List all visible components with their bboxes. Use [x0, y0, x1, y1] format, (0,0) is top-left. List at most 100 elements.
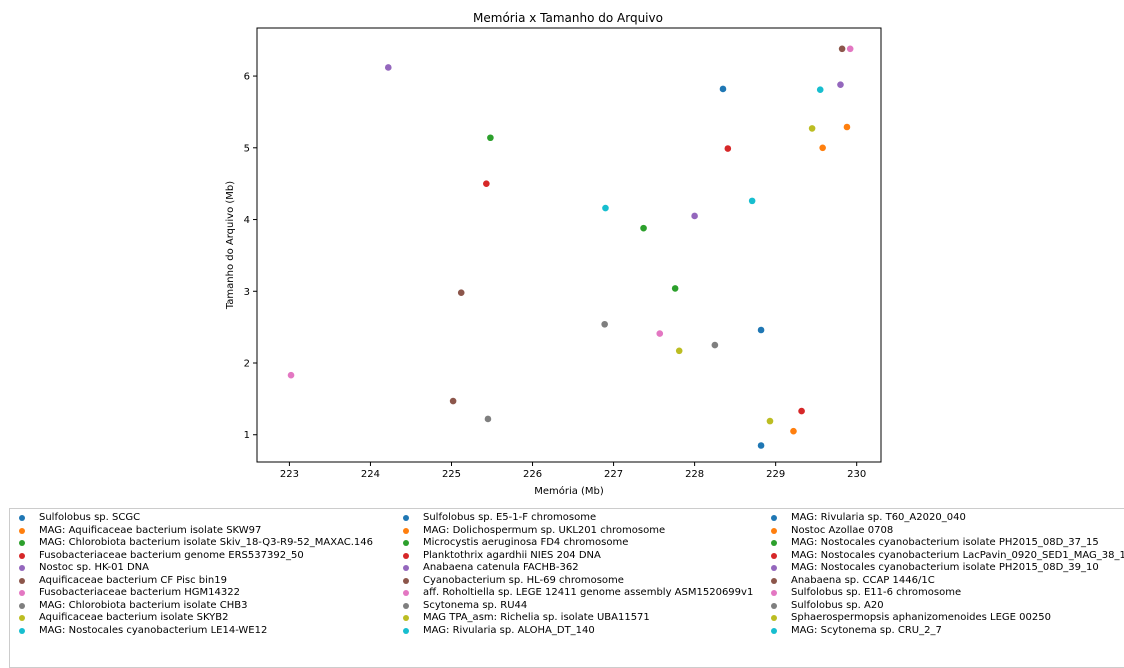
- scatter-point: [719, 85, 727, 93]
- legend-marker: [19, 602, 25, 609]
- legend-label: MAG: Chlorobiota bacterium isolate Skiv_…: [39, 537, 373, 548]
- scatter-point: [816, 86, 824, 93]
- legend-marker: [19, 565, 25, 571]
- scatter-point: [819, 144, 826, 152]
- legend-label: Aquificaceae bacterium isolate SKYB2: [39, 612, 229, 623]
- y-tick-label: 2: [244, 359, 250, 370]
- legend-marker: [771, 615, 777, 621]
- scatter-point: [449, 397, 457, 405]
- legend-label: Fusobacteriaceae bacterium HGM14322: [39, 587, 240, 598]
- scatter-point: [691, 212, 698, 220]
- legend-marker: [19, 590, 25, 596]
- scatter-point: [724, 145, 732, 152]
- y-axis-label: Tamanho do Arquivo (Mb): [225, 181, 236, 310]
- legend-marker: [19, 627, 25, 634]
- legend-marker: [403, 590, 409, 596]
- scatter-point: [846, 45, 854, 53]
- legend-label: Nostoc sp. HK-01 DNA: [39, 562, 149, 573]
- y-tick-label: 4: [244, 215, 250, 226]
- scatter-point: [656, 330, 664, 337]
- legend-marker: [771, 602, 777, 609]
- x-tick-label: 227: [604, 469, 623, 480]
- scatter-point: [602, 204, 609, 212]
- legend-label: Microcystis aeruginosa FD4 chromosome: [423, 537, 629, 548]
- scatter-point: [711, 341, 719, 349]
- legend-label: Sulfolobus sp. SCGC: [39, 512, 141, 523]
- scatter-chart: Memória x Tamanho do Arquivo 223 224 225 22…: [225, 11, 882, 497]
- legend-marker: [771, 515, 777, 521]
- legend-label: MAG: Chlorobiota bacterium isolate CHB3: [39, 599, 248, 611]
- x-axis-label: Memória (Mb): [534, 485, 604, 497]
- legend-marker: [771, 527, 777, 534]
- legend-marker: [403, 565, 409, 571]
- legend-label: Cyanobacterium sp. HL-69 chromosome: [423, 574, 624, 586]
- scatter-point: [798, 407, 805, 415]
- legend-label: Nostoc Azollae 0708: [791, 524, 894, 536]
- data-points: [287, 45, 854, 449]
- legend-label: Planktothrix agardhii NIES 204 DNA: [423, 549, 601, 561]
- y-tick-label: 5: [244, 143, 250, 154]
- legend-marker: [403, 627, 409, 634]
- scatter-point: [843, 123, 851, 131]
- legend-label: Fusobacteriaceae bacterium genome ERS537…: [39, 549, 304, 561]
- scatter-point: [487, 134, 494, 142]
- scatter-point: [790, 427, 797, 435]
- y-axis-ticks: 1 2 3 4 5 6: [244, 72, 257, 441]
- scatter-point: [748, 197, 756, 205]
- y-tick-label: 3: [244, 287, 250, 298]
- legend-marker: [403, 527, 409, 534]
- legend-label: MAG: Nostocales cyanobacterium LacPavin_…: [791, 549, 1124, 561]
- scatter-point: [757, 442, 765, 449]
- legend-label: MAG: Nostocales cyanobacterium isolate P…: [791, 562, 1099, 573]
- legend-label: Aquificaceae bacterium CF Pisc bin19: [39, 574, 227, 586]
- legend-label: Sulfolobus sp. A20: [791, 599, 884, 611]
- legend-label: Scytonema sp. RU44: [423, 599, 528, 611]
- legend-label: Anabaena sp. CCAP 1446/1C: [791, 574, 935, 586]
- legend-marker: [771, 552, 777, 559]
- scatter-point: [757, 326, 765, 334]
- legend-marker: [19, 540, 25, 546]
- scatter-point: [671, 285, 679, 292]
- legend-label: MAG: Aquificaceae bacterium isolate SKW9…: [39, 524, 262, 536]
- scatter-point: [484, 415, 492, 423]
- scatter-point: [838, 45, 846, 53]
- legend-label: MAG: Dolichospermum sp. UKL201 chromosom…: [423, 524, 666, 536]
- scatter-point: [675, 347, 683, 355]
- legend-label: Sphaerospermopsis aphanizomenoides LEGE …: [791, 612, 1051, 623]
- legend-marker: [19, 552, 25, 559]
- legend-marker: [403, 615, 409, 621]
- y-tick-label: 6: [244, 72, 250, 83]
- legend-label: Anabaena catenula FACHB-362: [423, 562, 579, 573]
- x-tick-label: 230: [847, 469, 866, 480]
- x-tick-label: 225: [442, 469, 461, 480]
- legend-label: MAG: Scytonema sp. CRU_2_7: [791, 624, 942, 636]
- legend-label: Sulfolobus sp. E5-1-F chromosome: [423, 512, 597, 523]
- legend-marker: [403, 552, 409, 559]
- chart-title: Memória x Tamanho do Arquivo: [473, 11, 663, 25]
- scatter-point: [808, 125, 816, 132]
- legend-label: MAG: Nostocales cyanobacterium isolate P…: [791, 537, 1099, 548]
- legend-marker: [19, 527, 25, 534]
- legend-marker: [771, 565, 777, 571]
- legend-marker: [771, 577, 777, 584]
- scatter-point: [766, 417, 774, 425]
- scatter-point: [287, 371, 295, 379]
- legend-label: MAG: Rivularia sp. T60_A2020_040: [791, 512, 966, 523]
- legend-label: aff. Roholtiella sp. LEGE 12411 genome a…: [423, 587, 754, 598]
- legend-marker: [403, 540, 409, 546]
- legend-label: Sulfolobus sp. E11-6 chromosome: [791, 587, 962, 598]
- x-tick-label: 226: [523, 469, 542, 480]
- x-tick-label: 224: [361, 469, 380, 480]
- x-tick-label: 228: [685, 469, 704, 480]
- plot-frame: [256, 27, 882, 463]
- scatter-point: [483, 180, 490, 187]
- legend-label: MAG: Rivularia sp. ALOHA_DT_140: [423, 624, 595, 636]
- legend-marker: [771, 540, 777, 546]
- legend-label: MAG TPA_asm: Richelia sp. isolate UBA115…: [423, 612, 650, 623]
- scatter-point: [384, 64, 392, 71]
- scatter-point: [837, 81, 844, 88]
- legend-marker: [771, 590, 777, 596]
- x-axis-ticks: 223 224 225 226 227 228 229 230: [280, 462, 866, 480]
- legend-marker: [19, 577, 25, 584]
- legend-marker: [403, 577, 409, 584]
